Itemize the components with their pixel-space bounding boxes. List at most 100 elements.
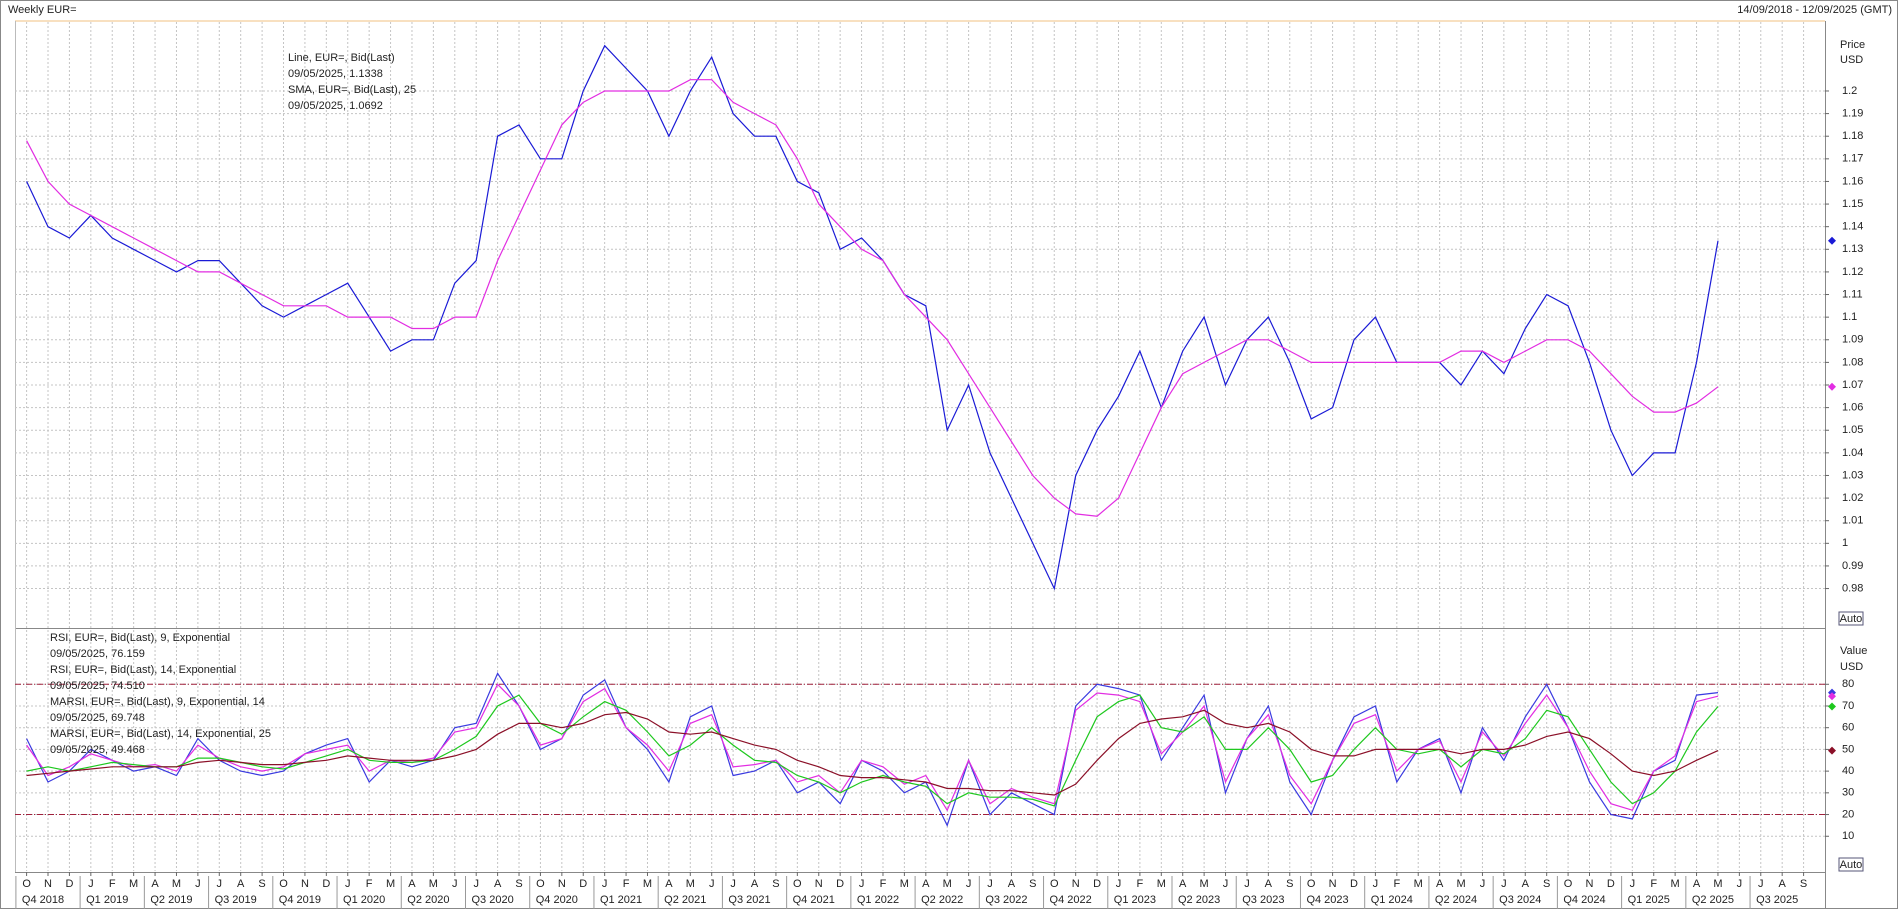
quarter-label: Q2 2023 (1178, 894, 1220, 906)
x-tick-label: J (1737, 878, 1743, 890)
x-tick-label: J (1116, 878, 1122, 890)
y-tick-label: 0.98 (1842, 582, 1863, 594)
quarter-label: Q1 2023 (1114, 894, 1156, 906)
y-tick-label: 1.11 (1842, 288, 1863, 300)
series-line (26, 683, 1719, 812)
y-tick-label: 1.07 (1842, 379, 1863, 391)
y-tick-label: 0.99 (1842, 560, 1863, 572)
x-tick-label: A (1436, 878, 1444, 890)
x-tick-label: J (602, 878, 608, 890)
y-tick-label: 1.13 (1842, 243, 1863, 255)
x-tick-label: J (966, 878, 972, 890)
x-tick-label: O (536, 878, 545, 890)
x-tick-label: F (1137, 878, 1144, 890)
quarter-label: Q1 2022 (857, 894, 899, 906)
quarter-label: Q3 2024 (1499, 894, 1541, 906)
x-tick-label: D (1093, 878, 1101, 890)
x-tick-label: J (195, 878, 201, 890)
scale-label[interactable]: Auto (1840, 859, 1863, 871)
x-tick-label: A (151, 878, 159, 890)
legend-value: 09/05/2025, 74.510 (50, 680, 145, 692)
x-tick-label: D (322, 878, 330, 890)
x-tick-label: A (751, 878, 759, 890)
x-tick-label: O (793, 878, 802, 890)
y-tick-label: 1.04 (1842, 447, 1863, 459)
y-tick-label: 1.14 (1842, 221, 1863, 233)
y-axis-title: Price (1840, 39, 1865, 51)
legend-entry: MARSI, EUR=, Bid(Last), 9, Exponential, … (50, 696, 265, 708)
x-tick-label: M (1200, 878, 1209, 890)
x-tick-label: N (1586, 878, 1594, 890)
series-line (26, 709, 1719, 796)
chart-subtitle: 14/09/2018 - 12/09/2025 (GMT) (1737, 4, 1892, 16)
last-value-marker (1828, 382, 1836, 391)
y-tick-label: 1.18 (1842, 130, 1863, 142)
quarter-label: Q1 2025 (1628, 894, 1670, 906)
y-tick-label: 1.15 (1842, 198, 1863, 210)
x-tick-label: A (922, 878, 930, 890)
x-tick-label: M (943, 878, 952, 890)
x-tick-label: M (129, 878, 138, 890)
x-tick-label: J (88, 878, 94, 890)
quarter-label: Q2 2020 (407, 894, 449, 906)
scale-button[interactable] (1838, 857, 1864, 872)
x-tick-label: J (987, 878, 993, 890)
x-tick-label: A (665, 878, 673, 890)
y-tick-label: 40 (1842, 765, 1854, 777)
quarter-label: Q3 2023 (1242, 894, 1284, 906)
y-tick-label: 20 (1842, 808, 1854, 820)
x-tick-label: M (686, 878, 695, 890)
series-line (26, 672, 1719, 827)
x-tick-label: A (1693, 878, 1701, 890)
quarter-label: Q2 2024 (1435, 894, 1477, 906)
y-tick-label: 1.08 (1842, 356, 1863, 368)
x-tick-label: N (44, 878, 52, 890)
y-tick-label: 1.06 (1842, 402, 1863, 414)
x-tick-label: N (815, 878, 823, 890)
quarter-label: Q1 2024 (1371, 894, 1413, 906)
x-tick-label: A (494, 878, 502, 890)
quarter-label: Q2 2021 (664, 894, 706, 906)
x-tick-label: A (1522, 878, 1530, 890)
legend-value: 09/05/2025, 49.468 (50, 744, 145, 756)
y-tick-label: 1.16 (1842, 175, 1863, 187)
legend-value: 09/05/2025, 76.159 (50, 648, 145, 660)
x-tick-label: M (386, 878, 395, 890)
x-tick-label: M (1456, 878, 1465, 890)
y-tick-label: 1.03 (1842, 469, 1863, 481)
series-line (26, 79, 1719, 517)
quarter-label: Q3 2020 (471, 894, 513, 906)
scale-button[interactable] (1838, 611, 1864, 626)
last-value-marker (1828, 746, 1836, 755)
x-tick-label: F (880, 878, 887, 890)
x-tick-label: A (237, 878, 245, 890)
quarter-label: Q4 2019 (279, 894, 321, 906)
x-tick-label: M (1414, 878, 1423, 890)
x-tick-label: J (1244, 878, 1250, 890)
x-tick-label: D (836, 878, 844, 890)
x-tick-label: D (1607, 878, 1615, 890)
x-tick-label: O (1564, 878, 1573, 890)
y-tick-label: 80 (1842, 678, 1854, 690)
x-tick-label: O (1307, 878, 1316, 890)
x-tick-label: F (623, 878, 630, 890)
legend-entry: SMA, EUR=, Bid(Last), 25 (288, 84, 416, 96)
y-axis-title: Value (1840, 645, 1867, 657)
legend-entry: RSI, EUR=, Bid(Last), 9, Exponential (50, 632, 230, 644)
x-tick-label: J (345, 878, 351, 890)
x-tick-label: F (1393, 878, 1400, 890)
legend-entry: RSI, EUR=, Bid(Last), 14, Exponential (50, 664, 236, 676)
y-axis-unit: USD (1840, 661, 1863, 673)
scale-label[interactable]: Auto (1840, 613, 1863, 625)
x-tick-label: J (473, 878, 479, 890)
x-tick-label: O (1050, 878, 1059, 890)
y-tick-label: 60 (1842, 722, 1854, 734)
x-tick-label: J (730, 878, 736, 890)
x-tick-label: N (1072, 878, 1080, 890)
x-tick-label: S (1029, 878, 1036, 890)
y-tick-label: 10 (1842, 830, 1854, 842)
x-tick-label: A (408, 878, 416, 890)
x-tick-label: J (1480, 878, 1486, 890)
legend-value: 09/05/2025, 1.0692 (288, 100, 383, 112)
